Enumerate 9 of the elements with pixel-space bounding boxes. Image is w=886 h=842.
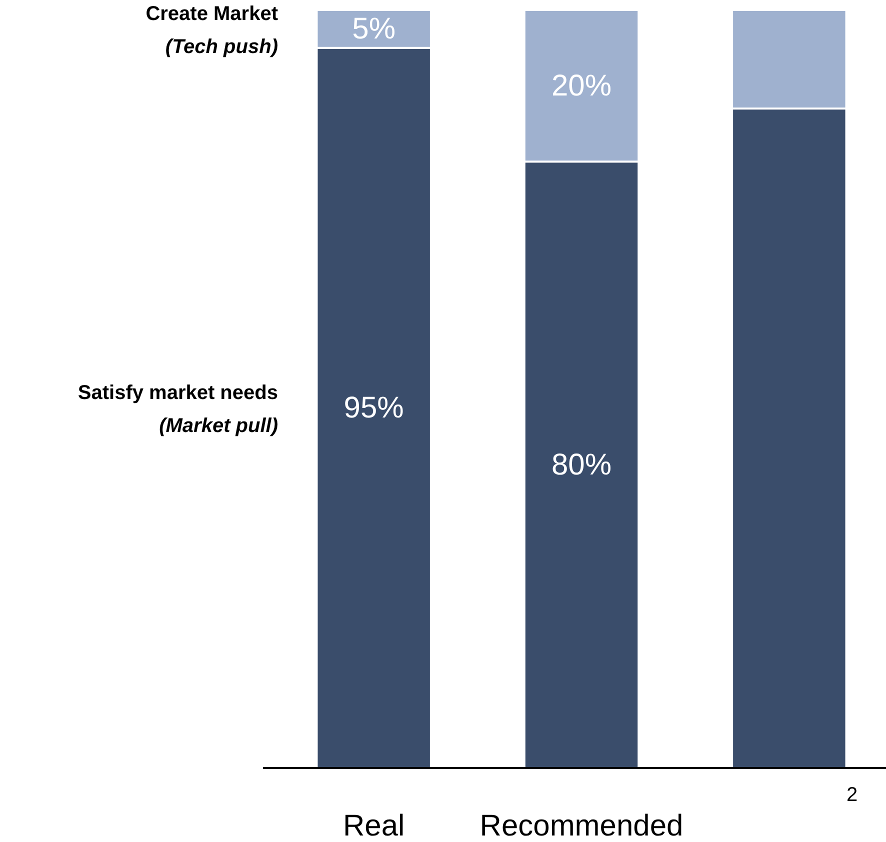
data-label: 5% xyxy=(352,12,396,46)
data-label: 95% xyxy=(344,391,404,424)
x-tick-label: Recommended xyxy=(480,810,684,842)
data-label: 20% xyxy=(551,69,612,102)
series-label: Satisfy market needs (Market pull) xyxy=(78,382,278,437)
series-label: Create Market (Tech push) xyxy=(146,2,278,58)
data-label: 80% xyxy=(551,448,612,482)
text: 2 xyxy=(846,784,858,806)
x-tick-label: Real xyxy=(342,810,405,842)
